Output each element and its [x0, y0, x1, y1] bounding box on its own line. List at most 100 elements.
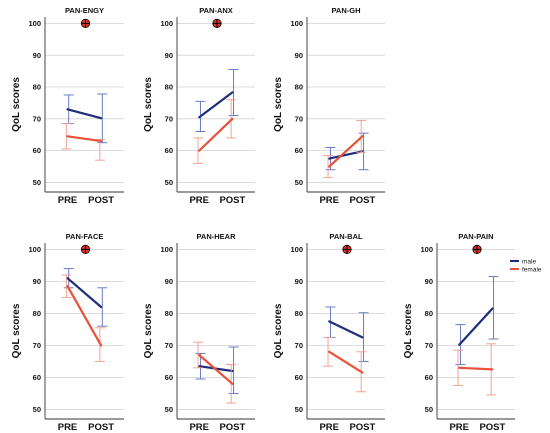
x-tick-label: PRE	[319, 422, 339, 433]
series-line-male	[458, 307, 494, 346]
x-tick-label: PRE	[189, 422, 209, 433]
y-tick-label: 100	[28, 245, 41, 254]
y-tick-label: 60	[295, 373, 303, 382]
series-female	[453, 343, 497, 396]
y-tick-label: 50	[33, 405, 41, 414]
y-axis-title: QoL scores	[143, 77, 154, 132]
x-tick-label: POST	[349, 422, 375, 433]
y-tick-label: 60	[295, 146, 303, 155]
panel-pan-anx: PAN-ANX 50 60 70 80 90 100 PRE POST QoL scores	[143, 6, 255, 206]
y-tick-label: 60	[165, 373, 173, 382]
series-male	[455, 276, 499, 366]
series-female	[193, 99, 237, 164]
y-tick-label: 100	[160, 19, 173, 28]
y-tick-label: 70	[33, 341, 41, 350]
y-tick-label: 90	[33, 51, 41, 60]
y-axis-title: QoL scores	[11, 303, 22, 358]
y-tick-label: 70	[295, 341, 303, 350]
legend-label-male: male	[522, 258, 536, 265]
x-tick-label: POST	[88, 422, 114, 433]
y-tick-label: 50	[165, 178, 173, 187]
series-line-female	[328, 350, 364, 374]
y-tick-label: 50	[295, 405, 303, 414]
x-tick-label: PRE	[58, 195, 78, 206]
y-tick-label: 80	[33, 309, 41, 318]
y-tick-label: 60	[33, 146, 41, 155]
y-tick-label: 100	[28, 19, 41, 28]
series-line-female	[328, 135, 364, 168]
y-tick-label: 50	[165, 405, 173, 414]
series-male	[63, 93, 108, 144]
x-tick-label: POST	[219, 422, 245, 433]
series-line-male	[328, 320, 364, 339]
panel-pan-bal: PAN-BAL 50 60 70 80 90 100 PRE POST QoL scores	[273, 232, 385, 433]
y-tick-label: 70	[33, 114, 41, 123]
series-line-male	[66, 277, 103, 309]
series-female	[193, 341, 237, 404]
y-tick-label: 80	[165, 309, 173, 318]
y-tick-label: 70	[295, 114, 303, 123]
series-line-female	[198, 117, 234, 152]
y-tick-label: 90	[165, 51, 173, 60]
y-tick-label: 100	[290, 19, 303, 28]
y-tick-label: 100	[160, 245, 173, 254]
y-tick-label: 90	[165, 277, 173, 286]
x-tick-label: PRE	[449, 422, 469, 433]
y-tick-label: 100	[290, 245, 303, 254]
panel-pan-engy: PAN-ENGY 50 60 70 80 90 100 PRE POST QoL scores	[11, 6, 124, 206]
x-tick-label: PRE	[319, 195, 339, 206]
y-tick-label: 60	[165, 146, 173, 155]
x-tick-label: PRE	[189, 195, 209, 206]
panel-title: PAN-GH	[331, 6, 360, 15]
significance-marker	[212, 18, 222, 28]
y-tick-label: 70	[425, 341, 433, 350]
y-tick-label: 80	[295, 309, 303, 318]
y-tick-label: 80	[33, 83, 41, 92]
panel-title: PAN-ENGY	[65, 6, 104, 15]
y-tick-label: 100	[420, 245, 433, 254]
x-tick-label: POST	[88, 195, 114, 206]
series-line-male	[198, 91, 234, 119]
panel-title: PAN-ANX	[199, 6, 233, 15]
y-tick-label: 80	[165, 83, 173, 92]
panel-title: PAN-BAL	[329, 232, 363, 241]
y-tick-label: 70	[165, 341, 173, 350]
series-line-male	[66, 108, 103, 120]
y-tick-label: 90	[425, 277, 433, 286]
y-tick-label: 90	[295, 51, 303, 60]
panel-pan-gh: PAN-GH 50 60 70 80 90 100 PRE POST QoL scores	[273, 6, 385, 206]
y-tick-label: 60	[425, 373, 433, 382]
y-tick-label: 70	[165, 114, 173, 123]
y-tick-label: 90	[33, 277, 41, 286]
panel-pan-pain: PAN-PAIN 50 60 70 80 90 100 PRE POST QoL scores	[403, 232, 515, 433]
y-axis-title: QoL scores	[143, 303, 154, 358]
significance-marker	[342, 244, 352, 254]
significance-marker	[472, 244, 482, 254]
series-line-female	[66, 135, 103, 143]
legend-label-female: female	[522, 266, 542, 273]
y-tick-label: 80	[425, 309, 433, 318]
series-male	[195, 69, 239, 132]
x-tick-label: POST	[479, 422, 505, 433]
panel-title: PAN-HEAR	[196, 232, 236, 241]
panel-pan-face: PAN-FACE 50 60 70 80 90 100 PRE POST QoL scores	[11, 232, 124, 433]
y-tick-label: 50	[295, 178, 303, 187]
significance-marker	[80, 244, 91, 254]
y-tick-label: 80	[295, 83, 303, 92]
series-line-female	[458, 366, 494, 371]
panel-title: PAN-PAIN	[458, 232, 493, 241]
y-axis-title: QoL scores	[273, 303, 284, 358]
panel-title: PAN-FACE	[66, 232, 104, 241]
y-tick-label: 50	[33, 178, 41, 187]
y-axis-title: QoL scores	[403, 303, 414, 358]
y-tick-label: 90	[295, 277, 303, 286]
series-female	[61, 123, 105, 161]
series-line-female	[66, 285, 103, 347]
y-axis-title: QoL scores	[11, 77, 22, 132]
series-female	[323, 119, 367, 179]
x-tick-label: PRE	[58, 422, 78, 433]
x-tick-label: POST	[219, 195, 245, 206]
significance-marker	[80, 18, 91, 28]
